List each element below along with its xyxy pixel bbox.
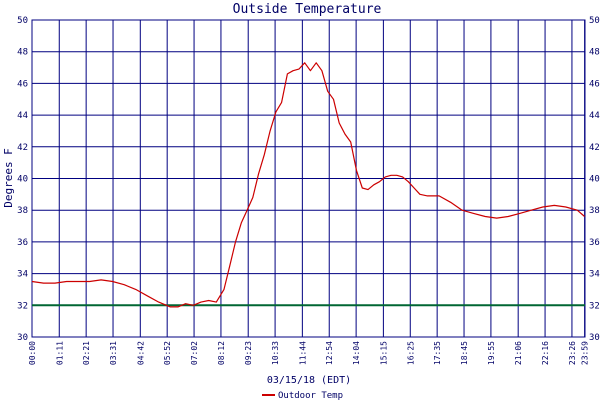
y-tick-label-right: 38: [589, 206, 600, 216]
y-tick-label-right: 50: [589, 16, 600, 26]
y-tick-label-right: 40: [589, 175, 600, 185]
x-tick-label: 22:16: [541, 341, 550, 365]
x-tick-label: 09:23: [244, 341, 253, 365]
x-tick-label: 21:06: [514, 341, 523, 365]
legend-label: Outdoor Temp: [278, 391, 343, 400]
y-tick-label-right: 44: [589, 111, 600, 121]
y-tick-label-right: 48: [589, 48, 600, 58]
y-tick-label-left: 40: [17, 175, 28, 185]
x-tick-label: 01:11: [55, 341, 64, 365]
y-axis-label: Degrees F: [2, 148, 15, 208]
x-axis-label: 03/15/18 (EDT): [267, 375, 351, 386]
series-lines: [31, 62, 585, 308]
y-tick-label-left: 34: [17, 270, 28, 280]
x-tick-label: 04:42: [136, 341, 145, 365]
x-tick-label: 19:55: [487, 341, 496, 365]
x-tick-label: 07:02: [190, 341, 199, 365]
y-tick-label-left: 36: [17, 238, 28, 248]
y-tick-label-left: 30: [17, 333, 28, 343]
y-tick-label-left: 32: [17, 301, 28, 311]
y-tick-label-right: 32: [589, 301, 600, 311]
x-tick-label: 05:52: [163, 341, 172, 365]
y-tick-label-right: 34: [589, 270, 600, 280]
x-tick-label: 03:31: [109, 341, 118, 365]
y-tick-label-right: 42: [589, 143, 600, 153]
x-tick-label: 23:26: [568, 341, 577, 365]
x-tick-label: 15:15: [379, 341, 388, 365]
y-tick-label-left: 50: [17, 16, 28, 26]
chart-title: Outside Temperature: [233, 2, 382, 17]
y-tick-label-left: 46: [17, 79, 28, 89]
x-tick-label: 08:12: [217, 341, 226, 365]
x-tick-label: 12:54: [325, 341, 334, 365]
y-tick-label-left: 44: [17, 111, 28, 121]
x-tick-label: 23:59: [581, 341, 590, 365]
x-tick-label: 14:04: [352, 341, 361, 365]
y-tick-label-left: 48: [17, 48, 28, 58]
x-tick-label: 18:45: [460, 341, 469, 365]
y-tick-label-right: 36: [589, 238, 600, 248]
x-tick-label: 11:44: [298, 341, 307, 365]
y-tick-label-left: 38: [17, 206, 28, 216]
tick-labels: 30 30 32 32 34 34 36 36 38 38 40 40 42 42 44 44 46 46 48 48…: [17, 16, 600, 365]
x-tick-label: 00:00: [28, 341, 37, 365]
y-tick-label-right: 46: [589, 79, 600, 89]
x-tick-label: 17:35: [433, 341, 442, 365]
x-tick-label: 10:33: [271, 341, 280, 365]
x-tick-label: 02:21: [82, 341, 91, 365]
x-tick-label: 16:25: [406, 341, 415, 365]
legend: Outdoor Temp: [262, 391, 343, 401]
y-tick-label-left: 42: [17, 143, 28, 153]
series-line-outdoor-temp: [31, 62, 585, 308]
y-tick-label-right: 30: [589, 333, 600, 343]
